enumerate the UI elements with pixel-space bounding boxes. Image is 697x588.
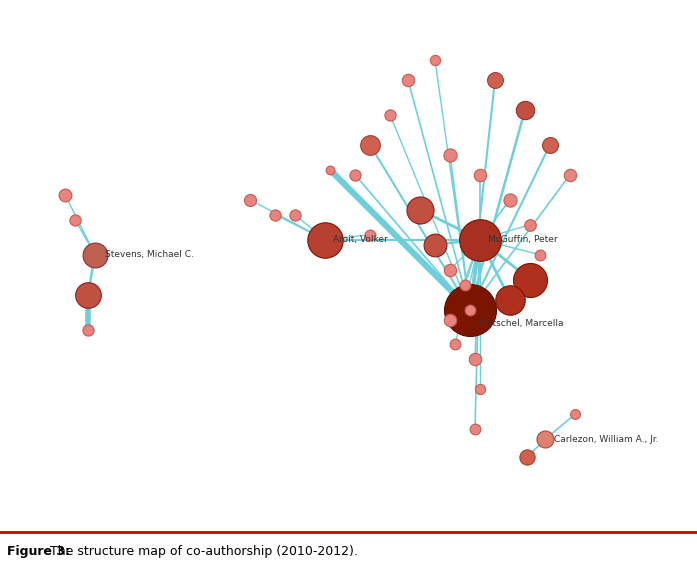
Point [402,75,413,85]
Point [89,250,100,259]
Point [475,385,486,394]
Point [519,105,530,115]
Point [464,305,475,314]
Point [459,280,470,289]
Point [70,215,81,225]
Point [270,210,281,219]
Text: Stevens, Michael C.: Stevens, Michael C. [105,250,194,259]
Point [385,110,396,119]
Point [535,250,546,259]
Point [524,220,535,229]
Text: The structure map of co-authorship (2010-2012).: The structure map of co-authorship (2010… [50,545,358,558]
Point [469,425,480,434]
Point [489,75,500,85]
Point [565,170,576,179]
Point [365,140,376,149]
Point [245,195,256,205]
Point [505,295,516,304]
Point [319,235,330,245]
Point [450,340,461,349]
Point [445,315,456,324]
Point [475,170,486,179]
Point [475,235,486,245]
Point [289,210,300,219]
Point [524,275,535,284]
Point [415,205,426,215]
Text: McGuffin, Peter: McGuffin, Peter [488,235,558,244]
Point [521,453,533,462]
Point [539,435,551,444]
Point [82,325,93,334]
Point [59,190,70,199]
Text: Figure 3:: Figure 3: [7,545,70,558]
Point [365,230,376,239]
Text: Rietschel, Marcella: Rietschel, Marcella [478,319,563,328]
Point [82,290,93,299]
Point [445,150,456,159]
Point [505,195,516,205]
Text: Carlezon, William A., Jr.: Carlezon, William A., Jr. [554,435,659,444]
Text: Aroit, Volker: Aroit, Volker [333,235,388,244]
Point [349,170,360,179]
Point [569,410,581,419]
Point [464,305,475,314]
Point [324,165,335,175]
Point [445,265,456,274]
Point [469,355,480,364]
Point [429,240,441,249]
Point [429,55,441,65]
Point [544,140,556,149]
